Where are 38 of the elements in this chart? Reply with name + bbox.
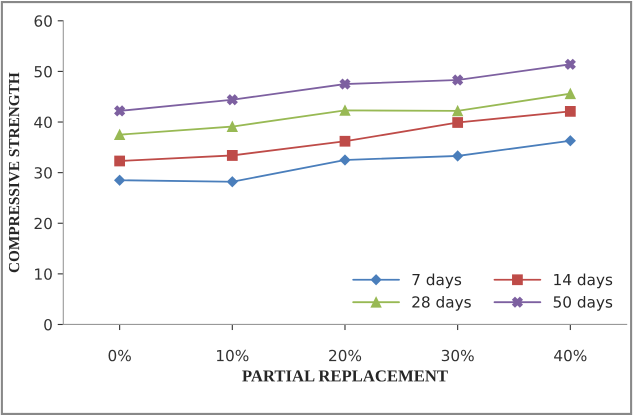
x-tick-label: 30% — [442, 350, 474, 362]
point — [564, 135, 576, 146]
point — [226, 150, 238, 161]
point — [340, 136, 350, 147]
y-tick-label: 30 — [34, 167, 52, 179]
point — [340, 154, 350, 166]
y-axis-title: COMPRESSIVE STRENGTH — [8, 72, 20, 272]
point — [452, 106, 464, 116]
y-tick-label: 40 — [34, 116, 52, 128]
point — [226, 176, 238, 188]
legend-label: 14 days — [554, 274, 612, 288]
legend-label: 28 days — [412, 296, 471, 311]
point — [564, 88, 576, 100]
point — [564, 106, 576, 117]
x-tick-label: 40% — [554, 350, 586, 362]
x-tick-label: 0% — [108, 350, 131, 362]
point — [564, 58, 576, 70]
point — [114, 156, 126, 166]
x-tick-label: 10% — [217, 350, 248, 362]
point — [340, 105, 350, 116]
legend-label: 50 days — [554, 296, 612, 311]
y-tick-label: 60 — [34, 15, 52, 27]
point — [226, 94, 238, 106]
point — [452, 150, 464, 162]
legend-label: 7 days — [412, 274, 462, 288]
y-tick-label: 50 — [34, 66, 52, 78]
x-tick-label: 20% — [329, 350, 362, 362]
point — [340, 78, 350, 90]
point — [226, 121, 238, 132]
point — [114, 174, 126, 186]
point — [114, 106, 126, 116]
point — [452, 74, 464, 86]
point — [114, 129, 126, 140]
x-axis-title: PARTIAL REPLACEMENT — [242, 370, 448, 382]
y-tick-label: 10 — [35, 268, 52, 280]
y-tick-label: 20 — [34, 218, 52, 230]
point — [452, 117, 464, 128]
y-tick-label: 0 — [44, 318, 52, 330]
